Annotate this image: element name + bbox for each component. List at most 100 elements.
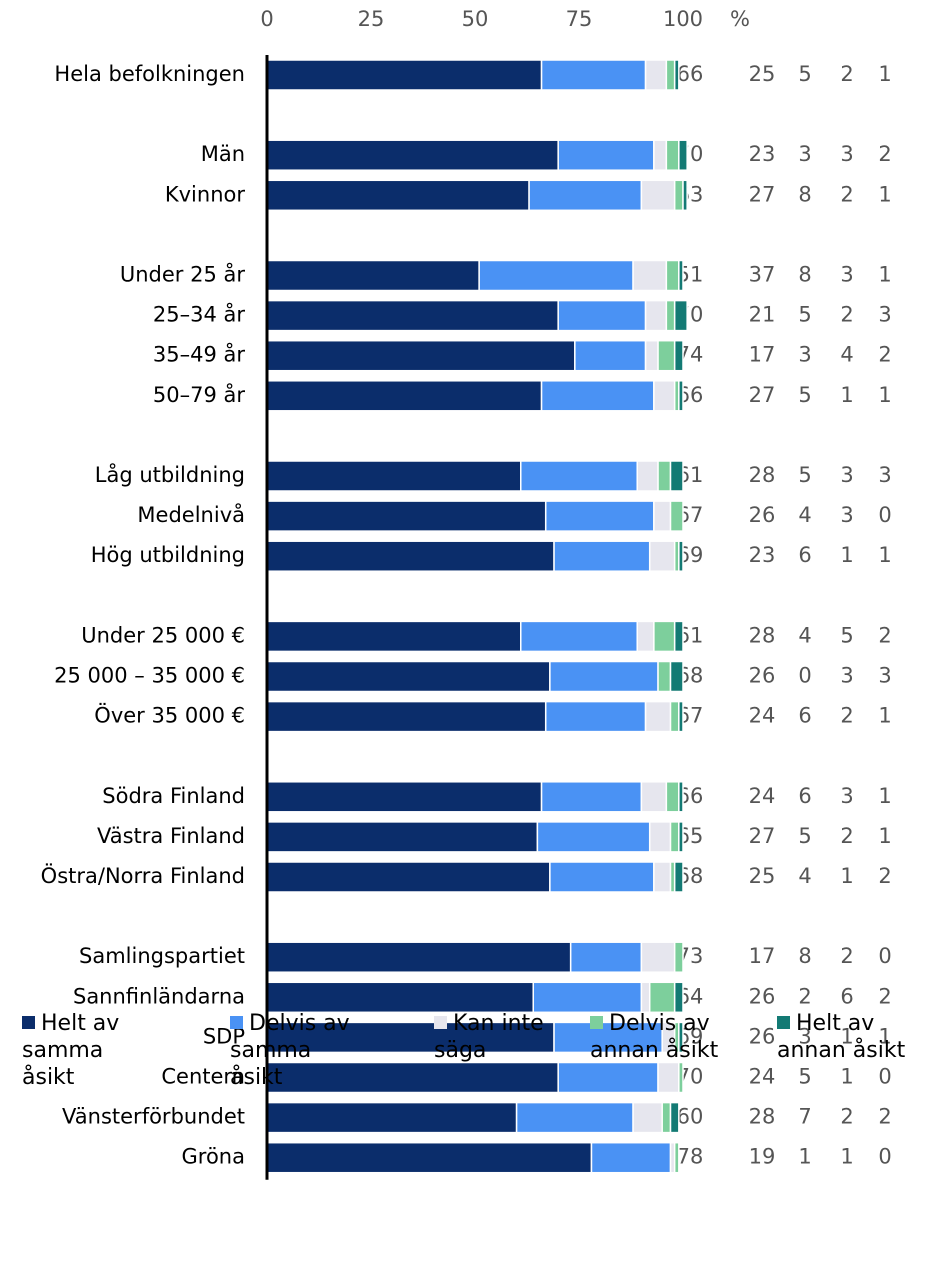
bar-segment xyxy=(653,861,672,893)
bar-segment xyxy=(553,540,651,572)
value-label: 0 xyxy=(878,1065,891,1089)
bar-segment xyxy=(549,660,659,693)
value-label: 4 xyxy=(798,623,811,647)
value-label: 2 xyxy=(878,343,891,367)
bar-segment xyxy=(673,981,684,1014)
bar-segment xyxy=(569,941,643,973)
value-label: 8 xyxy=(798,944,811,968)
bar-segment xyxy=(574,339,647,372)
bar-segment xyxy=(520,460,638,492)
value-label: 2 xyxy=(840,182,853,206)
value-label: 3 xyxy=(878,303,891,327)
value-label: 3 xyxy=(840,142,853,166)
legend-swatch xyxy=(230,1016,243,1029)
legend-label: Helt av samma åsikt xyxy=(22,1011,120,1090)
bar-segment xyxy=(266,299,559,332)
bar-segment xyxy=(266,59,543,91)
value-label: 3 xyxy=(840,263,853,287)
y-tick-label: 25 000 – 35 000 € xyxy=(54,664,245,688)
bar-segment xyxy=(544,500,655,532)
y-tick-label: Över 35 000 € xyxy=(94,703,245,728)
value-label: 25 xyxy=(749,62,776,86)
value-label: 27 xyxy=(749,383,776,407)
legend-swatch xyxy=(777,1016,790,1029)
bar-segment xyxy=(669,700,680,733)
value-label: 5 xyxy=(798,1065,811,1089)
value-label: 8 xyxy=(798,182,811,206)
bar-segment xyxy=(640,941,676,973)
bar-segment xyxy=(657,339,676,372)
bar-segment xyxy=(673,59,680,91)
bar-segment xyxy=(478,259,634,292)
value-label: 6 xyxy=(798,784,811,808)
bar-segment xyxy=(266,339,576,372)
value-label: 4 xyxy=(798,864,811,888)
value-label: 2 xyxy=(798,984,811,1008)
bar-segment xyxy=(653,380,676,412)
value-label: 1 xyxy=(878,824,891,848)
value-label: 1 xyxy=(840,383,853,407)
bar-segment xyxy=(644,59,668,91)
y-tick-label: Män xyxy=(201,142,245,166)
legend-label: Kan inte säga xyxy=(434,1011,544,1063)
value-label: 1 xyxy=(840,1065,853,1089)
bar-segment xyxy=(648,981,676,1014)
value-label: 0 xyxy=(878,503,891,527)
bar-segment xyxy=(636,460,659,492)
bar-segment xyxy=(266,259,480,292)
bar-segment xyxy=(648,821,672,853)
y-tick-label: 50–79 år xyxy=(153,382,245,407)
y-tick-label: Låg utbildning xyxy=(95,462,245,487)
bar-segment xyxy=(640,981,651,1014)
bar-segment xyxy=(644,339,659,372)
value-label: 3 xyxy=(878,463,891,487)
bar-segment xyxy=(673,861,684,893)
bar-segment xyxy=(266,1101,518,1134)
value-label: 28 xyxy=(749,463,776,487)
y-tick-label: Sannfinländarna xyxy=(73,984,245,1008)
value-label: 78 xyxy=(677,1145,704,1169)
y-tick-label: Medelnivå xyxy=(137,502,245,527)
y-tick-label: Samlingspartiet xyxy=(79,944,245,968)
value-label: 3 xyxy=(878,664,891,688)
value-label: 1 xyxy=(878,704,891,728)
value-label: 8 xyxy=(798,263,811,287)
bar-segment xyxy=(640,781,668,813)
value-label: 2 xyxy=(840,944,853,968)
value-label: 6 xyxy=(840,984,853,1008)
value-label: 2 xyxy=(878,984,891,1008)
value-label: 37 xyxy=(749,263,776,287)
y-tick-label: 25–34 år xyxy=(153,302,245,327)
bar-segment xyxy=(648,540,676,572)
bar-segment xyxy=(673,941,684,973)
y-tick-label: Centern xyxy=(161,1065,245,1089)
y-tick-label: Vänsterförbundet xyxy=(62,1105,245,1129)
legend-item: Delvis av samma åsikt xyxy=(230,1010,370,1091)
value-label: 5 xyxy=(798,463,811,487)
bar-segment xyxy=(266,620,522,653)
value-label: 3 xyxy=(798,1024,811,1048)
bar-segment xyxy=(669,660,684,693)
value-label: 5 xyxy=(798,303,811,327)
legend-item: Kan inte säga xyxy=(434,1010,574,1064)
x-tick-label: 0 xyxy=(260,7,273,31)
value-label: 26 xyxy=(749,664,776,688)
bar-segment xyxy=(528,179,643,212)
value-label: 4 xyxy=(798,503,811,527)
value-label: 28 xyxy=(749,1105,776,1129)
bar-segment xyxy=(669,1101,680,1134)
value-label: 2 xyxy=(878,623,891,647)
bar-segment xyxy=(266,1061,559,1094)
value-label: 1 xyxy=(840,1024,853,1048)
value-label: 2 xyxy=(878,142,891,166)
legend-label: Delvis av annan åsikt xyxy=(590,1011,719,1063)
value-label: 1 xyxy=(878,543,891,567)
value-label: 3 xyxy=(798,343,811,367)
value-label: 27 xyxy=(749,824,776,848)
value-label: 28 xyxy=(749,623,776,647)
legend-label: Delvis av samma åsikt xyxy=(230,1011,350,1090)
y-tick-label: Kvinnor xyxy=(165,182,246,206)
bar-segment xyxy=(540,380,655,412)
value-label: 1 xyxy=(840,864,853,888)
y-tick-label: Östra/Norra Finland xyxy=(41,863,245,888)
